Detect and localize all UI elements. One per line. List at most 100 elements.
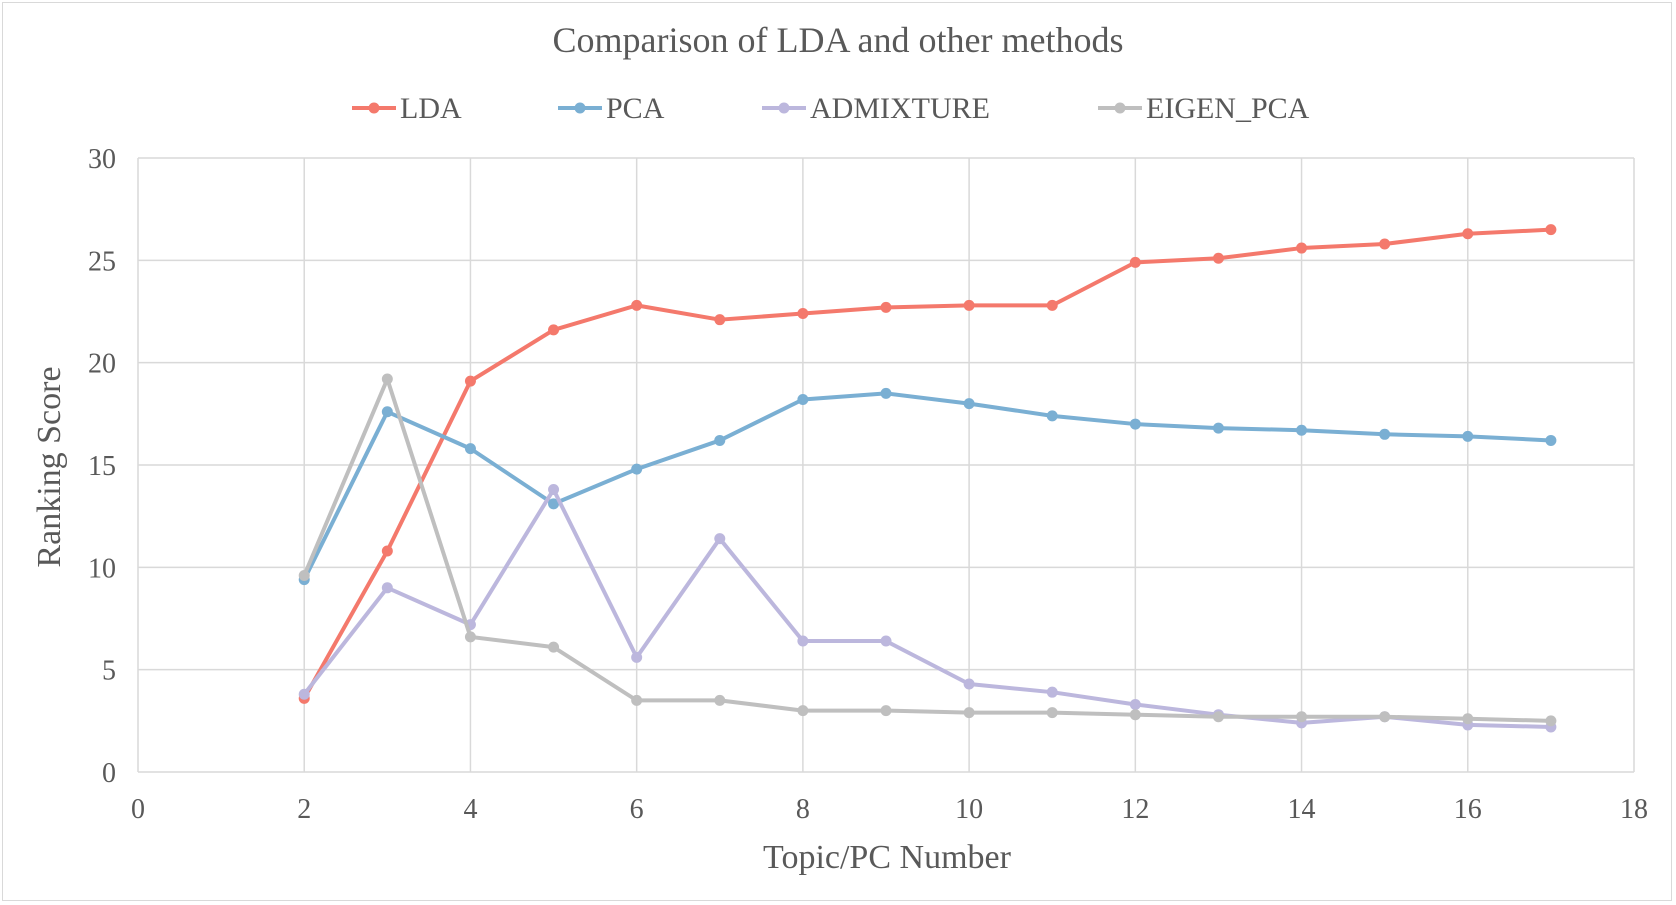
x-tick-label: 18 xyxy=(1620,794,1648,825)
data-point xyxy=(548,324,560,336)
data-point xyxy=(1212,252,1224,264)
series-line xyxy=(302,227,1551,700)
legend-label: EIGEN_PCA xyxy=(1146,92,1310,125)
legend-swatch-marker xyxy=(574,102,586,114)
data-point xyxy=(797,705,809,717)
data-point xyxy=(1296,242,1308,254)
data-point xyxy=(548,498,560,510)
data-point xyxy=(1046,410,1058,422)
data-point xyxy=(1545,434,1557,446)
data-point xyxy=(880,705,892,717)
y-tick-label: 25 xyxy=(88,246,116,277)
y-tick-label: 15 xyxy=(88,451,116,482)
legend: LDA PCA ADMIXTURE EIGEN_PCA xyxy=(352,92,1310,125)
data-point xyxy=(1545,715,1557,727)
data-point xyxy=(1046,299,1058,311)
data-point xyxy=(1379,711,1391,723)
data-point xyxy=(298,688,310,700)
y-tick-label: 30 xyxy=(88,144,116,175)
data-point xyxy=(1296,711,1308,723)
data-point xyxy=(1212,711,1224,723)
x-tick-label: 16 xyxy=(1454,794,1482,825)
data-point xyxy=(381,406,393,418)
y-axis-ticks: 0 5 10 15 20 25 30 xyxy=(88,144,116,789)
data-point xyxy=(797,394,809,406)
data-point xyxy=(631,694,643,706)
x-axis-title: Topic/PC Number xyxy=(763,839,1012,876)
x-tick-label: 6 xyxy=(630,794,644,825)
data-point xyxy=(464,375,476,387)
y-tick-label: 20 xyxy=(88,349,116,380)
data-point xyxy=(963,678,975,690)
y-tick-label: 5 xyxy=(102,656,116,687)
data-point xyxy=(714,314,726,326)
data-point xyxy=(963,707,975,719)
data-point xyxy=(464,631,476,643)
y-axis-title: Ranking Score xyxy=(31,366,68,567)
data-point xyxy=(963,398,975,410)
data-point xyxy=(631,463,643,475)
data-point xyxy=(1379,428,1391,440)
data-point xyxy=(797,308,809,320)
data-point xyxy=(1046,707,1058,719)
legend-label: PCA xyxy=(606,92,665,125)
series-admixture xyxy=(298,484,1557,733)
plot-series xyxy=(298,224,1557,733)
data-point xyxy=(631,651,643,663)
x-tick-label: 4 xyxy=(463,794,477,825)
legend-label: LDA xyxy=(400,92,462,125)
data-point xyxy=(1545,224,1557,236)
data-point xyxy=(714,434,726,446)
data-point xyxy=(1379,238,1391,250)
legend-item-pca: PCA xyxy=(558,92,665,125)
data-point xyxy=(880,387,892,399)
legend-swatch-marker xyxy=(368,102,380,114)
series-eigen-pca xyxy=(298,373,1557,727)
series-lda xyxy=(298,224,1557,704)
data-point xyxy=(298,570,310,582)
data-point xyxy=(381,373,393,385)
data-point xyxy=(880,301,892,313)
legend-item-eigen-pca: EIGEN_PCA xyxy=(1098,92,1310,125)
data-point xyxy=(797,635,809,647)
data-point xyxy=(381,545,393,557)
data-point xyxy=(1129,698,1141,710)
data-point xyxy=(1212,422,1224,434)
x-tick-label: 2 xyxy=(297,794,311,825)
data-point xyxy=(963,299,975,311)
legend-swatch-marker xyxy=(1114,102,1126,114)
data-point xyxy=(1462,228,1474,240)
gridlines xyxy=(137,157,1635,773)
legend-item-admixture: ADMIXTURE xyxy=(762,92,990,125)
series-line xyxy=(302,391,1551,581)
data-point xyxy=(714,533,726,545)
x-axis-ticks: 0 2 4 6 8 10 12 14 16 18 xyxy=(131,794,1648,825)
legend-swatch-marker xyxy=(778,102,790,114)
data-point xyxy=(1129,256,1141,268)
data-point xyxy=(381,582,393,594)
x-tick-label: 0 xyxy=(131,794,145,825)
series-line xyxy=(302,487,1551,729)
data-point xyxy=(631,299,643,311)
y-tick-label: 0 xyxy=(102,758,116,789)
x-tick-label: 12 xyxy=(1121,794,1149,825)
data-point xyxy=(1462,430,1474,442)
y-tick-label: 10 xyxy=(88,553,116,584)
legend-item-lda: LDA xyxy=(352,92,462,125)
data-point xyxy=(880,635,892,647)
data-point xyxy=(1046,686,1058,698)
data-point xyxy=(1129,709,1141,721)
series-pca xyxy=(298,387,1557,586)
data-point xyxy=(464,443,476,455)
chart-title: Comparison of LDA and other methods xyxy=(553,20,1124,60)
x-tick-label: 8 xyxy=(796,794,810,825)
data-point xyxy=(548,484,560,496)
legend-label: ADMIXTURE xyxy=(810,92,990,125)
data-point xyxy=(714,694,726,706)
data-point xyxy=(1462,713,1474,725)
data-point xyxy=(1296,424,1308,436)
data-point xyxy=(1129,418,1141,430)
x-tick-label: 10 xyxy=(955,794,983,825)
